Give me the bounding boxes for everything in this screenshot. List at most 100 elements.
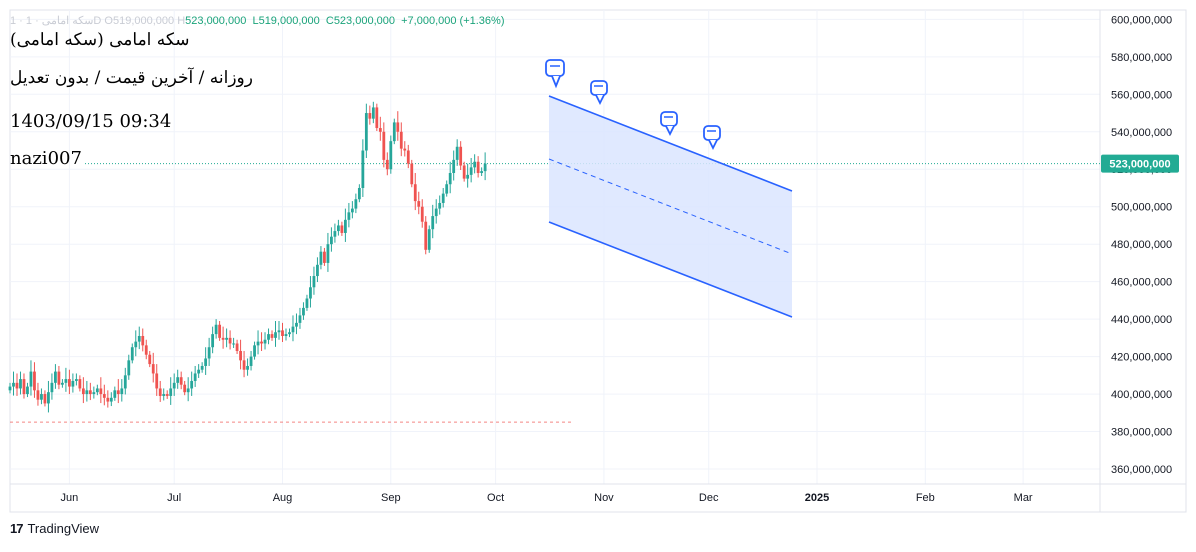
pointing-hand-icon[interactable] — [660, 111, 678, 137]
candle[interactable] — [197, 364, 201, 378]
candle[interactable] — [239, 339, 242, 370]
candle[interactable] — [179, 371, 183, 390]
candle[interactable] — [176, 369, 180, 389]
candle[interactable] — [123, 367, 127, 395]
candle[interactable] — [473, 154, 477, 174]
candle[interactable] — [78, 375, 82, 392]
candle[interactable] — [385, 152, 389, 176]
candle[interactable] — [193, 365, 197, 387]
candle[interactable] — [144, 339, 148, 360]
pointing-hand-icon[interactable] — [703, 125, 721, 151]
candle[interactable] — [323, 247, 326, 266]
candle[interactable] — [459, 141, 463, 170]
candle[interactable] — [336, 219, 340, 236]
candle[interactable] — [469, 158, 473, 183]
candle[interactable] — [186, 377, 190, 402]
candle[interactable] — [106, 390, 110, 408]
candle[interactable] — [54, 364, 57, 389]
candle[interactable] — [134, 330, 138, 357]
descending-channel-drawing[interactable] — [548, 95, 793, 318]
channel-lower-line[interactable] — [548, 221, 793, 318]
candle[interactable] — [455, 139, 459, 166]
candle[interactable] — [361, 139, 365, 197]
candle[interactable] — [47, 380, 50, 413]
candle[interactable] — [326, 232, 330, 272]
candle[interactable] — [137, 326, 141, 350]
candle[interactable] — [312, 266, 316, 295]
candle[interactable] — [235, 339, 239, 354]
candle[interactable] — [319, 246, 323, 270]
candle[interactable] — [368, 105, 372, 125]
candle[interactable] — [305, 294, 309, 311]
candle[interactable] — [130, 343, 134, 364]
candle[interactable] — [382, 122, 386, 168]
candle[interactable] — [431, 204, 435, 239]
candle[interactable] — [309, 276, 312, 308]
candle[interactable] — [371, 101, 375, 124]
candle[interactable] — [267, 328, 270, 345]
candle[interactable] — [333, 223, 337, 243]
candle[interactable] — [8, 382, 12, 394]
pointing-hand-icon[interactable] — [545, 59, 565, 89]
candle[interactable] — [291, 315, 295, 342]
candle[interactable] — [127, 354, 131, 380]
candle[interactable] — [207, 337, 211, 366]
candle[interactable] — [343, 208, 347, 242]
candle[interactable] — [50, 373, 54, 400]
candle[interactable] — [396, 111, 400, 141]
candle[interactable] — [406, 144, 410, 169]
candle[interactable] — [214, 319, 218, 339]
candle[interactable] — [420, 199, 424, 228]
candle[interactable] — [357, 184, 361, 203]
candle[interactable] — [33, 362, 36, 398]
candle[interactable] — [228, 330, 232, 350]
candle[interactable] — [64, 367, 68, 392]
candle[interactable] — [246, 358, 249, 376]
candle[interactable] — [378, 116, 382, 141]
candle[interactable] — [330, 227, 333, 252]
candle[interactable] — [99, 377, 103, 404]
candle[interactable] — [260, 332, 263, 351]
candle[interactable] — [162, 388, 166, 401]
candle[interactable] — [441, 187, 445, 208]
candle[interactable] — [438, 195, 442, 215]
tradingview-logo[interactable]: 17 TradingView — [10, 521, 99, 536]
candle[interactable] — [347, 202, 351, 228]
candle[interactable] — [389, 135, 393, 174]
candle[interactable] — [452, 150, 456, 181]
candle[interactable] — [392, 118, 396, 145]
candle[interactable] — [95, 384, 99, 396]
candle[interactable] — [256, 330, 260, 355]
price-axis[interactable]: 360,000,000 380,000,000 400,000,000 420,000… — [1111, 14, 1172, 476]
candle[interactable] — [200, 362, 204, 373]
candle[interactable] — [375, 103, 379, 132]
time-axis[interactable]: Jun Jul Aug Sep Oct Nov Dec 2025 Feb Mar — [61, 492, 1033, 504]
pointer-markers[interactable] — [545, 59, 721, 151]
candle[interactable] — [476, 156, 480, 178]
candle[interactable] — [249, 350, 253, 371]
candle[interactable] — [211, 326, 215, 354]
candle[interactable] — [85, 380, 89, 402]
candle[interactable] — [483, 152, 487, 181]
candle[interactable] — [190, 371, 194, 396]
candle[interactable] — [225, 328, 229, 348]
candlestick-series[interactable] — [8, 101, 487, 413]
candle[interactable] — [22, 373, 26, 399]
candle[interactable] — [151, 352, 155, 383]
candle[interactable] — [424, 216, 428, 255]
candle[interactable] — [92, 386, 96, 399]
candle[interactable] — [183, 380, 187, 396]
candle[interactable] — [340, 221, 344, 236]
candle[interactable] — [364, 103, 368, 159]
candle[interactable] — [221, 326, 225, 349]
candle[interactable] — [403, 141, 407, 157]
candle[interactable] — [413, 172, 417, 211]
candle[interactable] — [40, 388, 43, 405]
candle[interactable] — [61, 379, 64, 388]
candle[interactable] — [148, 350, 152, 368]
candle[interactable] — [274, 321, 277, 347]
candle[interactable] — [354, 193, 358, 214]
candle[interactable] — [445, 180, 449, 197]
candle[interactable] — [281, 322, 284, 342]
